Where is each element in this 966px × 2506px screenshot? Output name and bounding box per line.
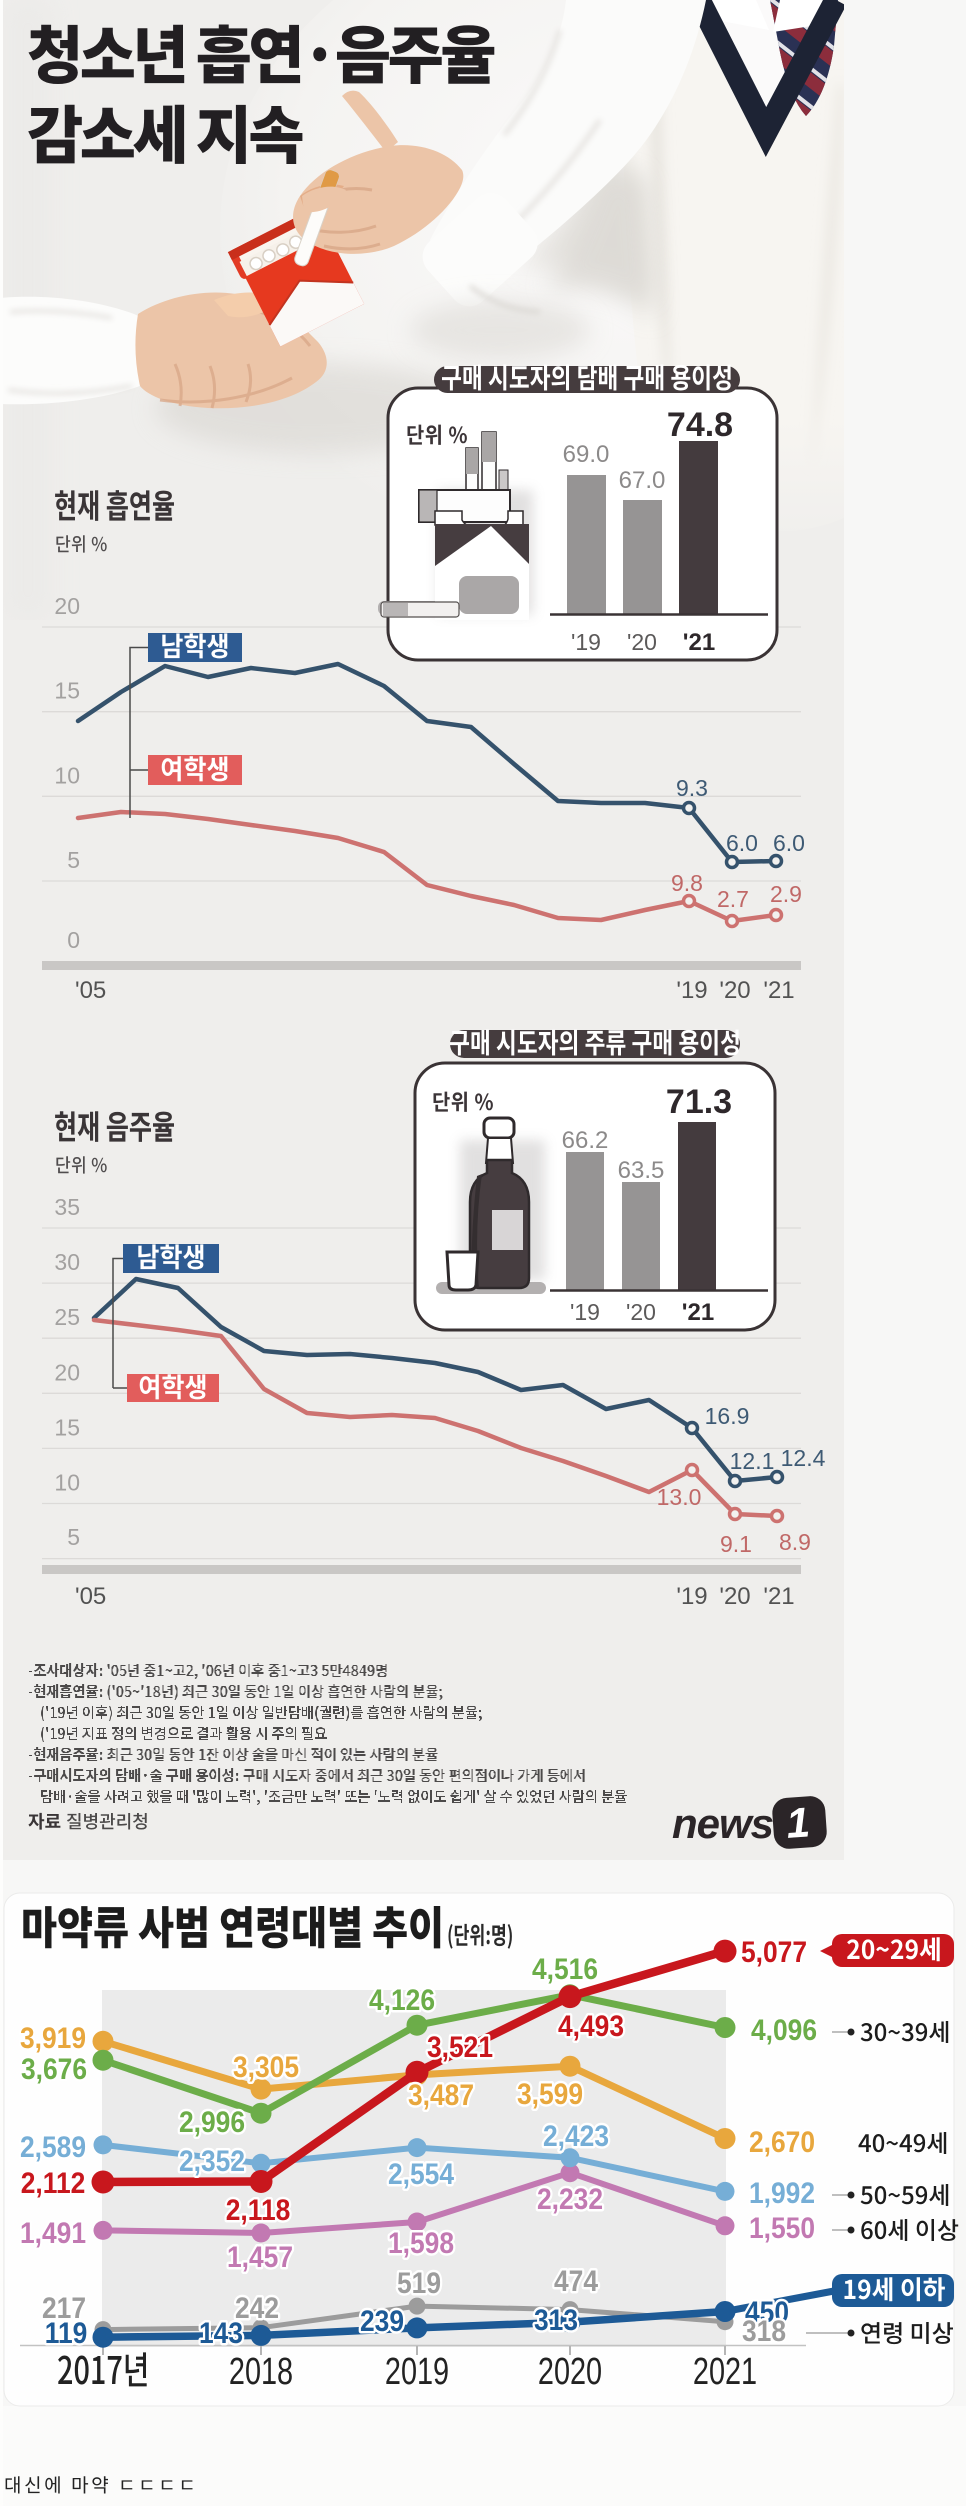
- svg-text:143: 143: [199, 2315, 243, 2349]
- svg-text:10: 10: [54, 762, 80, 788]
- svg-text:2,996: 2,996: [179, 2104, 245, 2138]
- svg-text:2019: 2019: [385, 2350, 449, 2393]
- svg-text:news: news: [672, 1800, 773, 1847]
- svg-text:4,096: 4,096: [751, 2012, 817, 2046]
- svg-text:'21: '21: [682, 1299, 714, 1326]
- svg-text:'21: '21: [763, 1583, 794, 1610]
- svg-text:1: 1: [785, 1798, 812, 1847]
- svg-text:3,919: 3,919: [20, 2020, 86, 2054]
- svg-text:'19: '19: [571, 629, 601, 655]
- svg-text:2.7: 2.7: [717, 886, 749, 912]
- svg-text:4,493: 4,493: [558, 2008, 624, 2042]
- svg-text:15: 15: [54, 678, 80, 704]
- svg-text:30: 30: [54, 1249, 80, 1275]
- svg-text:'21: '21: [683, 629, 715, 656]
- svg-text:2,670: 2,670: [749, 2124, 815, 2158]
- svg-text:2,232: 2,232: [537, 2181, 603, 2215]
- svg-text:'19: '19: [570, 1299, 600, 1325]
- svg-text:3,487: 3,487: [408, 2077, 474, 2111]
- svg-text:'19: '19: [676, 977, 707, 1004]
- svg-text:12.4: 12.4: [781, 1445, 826, 1471]
- svg-text:239: 239: [360, 2303, 404, 2337]
- svg-text:8.9: 8.9: [779, 1529, 811, 1555]
- svg-text:2,423: 2,423: [543, 2118, 609, 2152]
- svg-text:217: 217: [42, 2290, 86, 2324]
- svg-text:13.0: 13.0: [657, 1484, 702, 1510]
- svg-text:6.0: 6.0: [773, 830, 805, 856]
- svg-text:'20: '20: [626, 1299, 656, 1325]
- svg-text:10: 10: [54, 1470, 80, 1496]
- svg-text:3,521: 3,521: [427, 2029, 493, 2063]
- svg-text:20: 20: [54, 593, 80, 619]
- svg-text:35: 35: [54, 1194, 80, 1220]
- svg-text:3,305: 3,305: [233, 2049, 299, 2083]
- svg-text:1,457: 1,457: [227, 2239, 293, 2273]
- svg-text:5: 5: [67, 1524, 80, 1550]
- svg-text:'20: '20: [719, 1583, 750, 1610]
- svg-text:6.0: 6.0: [726, 830, 758, 856]
- svg-text:20: 20: [54, 1359, 80, 1385]
- svg-text:15: 15: [54, 1414, 80, 1440]
- svg-text:63.5: 63.5: [618, 1157, 665, 1184]
- svg-text:'05: '05: [75, 977, 106, 1004]
- svg-text:12.1: 12.1: [730, 1448, 775, 1474]
- svg-text:69.0: 69.0: [563, 441, 610, 468]
- svg-text:25: 25: [54, 1304, 80, 1330]
- svg-text:2,589: 2,589: [20, 2129, 86, 2163]
- svg-text:9.8: 9.8: [671, 870, 703, 896]
- svg-text:1,491: 1,491: [20, 2215, 86, 2249]
- svg-text:9.3: 9.3: [676, 775, 708, 801]
- svg-text:74.8: 74.8: [667, 406, 733, 444]
- svg-text:1,992: 1,992: [749, 2175, 815, 2209]
- svg-text:474: 474: [554, 2263, 598, 2297]
- svg-text:450: 450: [745, 2294, 789, 2328]
- svg-text:'19: '19: [676, 1583, 707, 1610]
- svg-text:'21: '21: [763, 977, 794, 1004]
- svg-text:'05: '05: [75, 1583, 106, 1610]
- svg-text:4,516: 4,516: [532, 1951, 598, 1985]
- svg-text:'20: '20: [719, 977, 750, 1004]
- svg-text:242: 242: [235, 2290, 279, 2324]
- svg-text:'20: '20: [627, 629, 657, 655]
- svg-text:313: 313: [534, 2302, 578, 2336]
- svg-text:2021: 2021: [693, 2350, 757, 2393]
- svg-text:2,352: 2,352: [179, 2143, 245, 2177]
- svg-text:66.2: 66.2: [562, 1127, 609, 1154]
- svg-text:2020: 2020: [538, 2350, 602, 2393]
- svg-text:4,126: 4,126: [369, 1982, 435, 2016]
- svg-text:3,676: 3,676: [21, 2051, 87, 2085]
- svg-text:2,112: 2,112: [21, 2165, 86, 2199]
- svg-text:318: 318: [742, 2313, 786, 2347]
- svg-text:119: 119: [45, 2315, 88, 2349]
- svg-text:5,077: 5,077: [741, 1934, 807, 1968]
- svg-text:9.1: 9.1: [720, 1531, 752, 1557]
- svg-text:2018: 2018: [229, 2350, 293, 2393]
- svg-text:519: 519: [397, 2265, 441, 2299]
- svg-text:67.0: 67.0: [619, 467, 666, 494]
- svg-text:71.3: 71.3: [666, 1083, 732, 1121]
- svg-text:2,554: 2,554: [388, 2156, 454, 2190]
- svg-text:5: 5: [67, 847, 80, 873]
- svg-text:2,118: 2,118: [226, 2192, 291, 2226]
- svg-text:16.9: 16.9: [705, 1403, 750, 1429]
- svg-text:0: 0: [67, 927, 80, 953]
- svg-text:3,599: 3,599: [517, 2076, 583, 2110]
- svg-text:1,598: 1,598: [388, 2225, 454, 2259]
- svg-text:1,550: 1,550: [749, 2210, 815, 2244]
- svg-text:2.9: 2.9: [770, 881, 802, 907]
